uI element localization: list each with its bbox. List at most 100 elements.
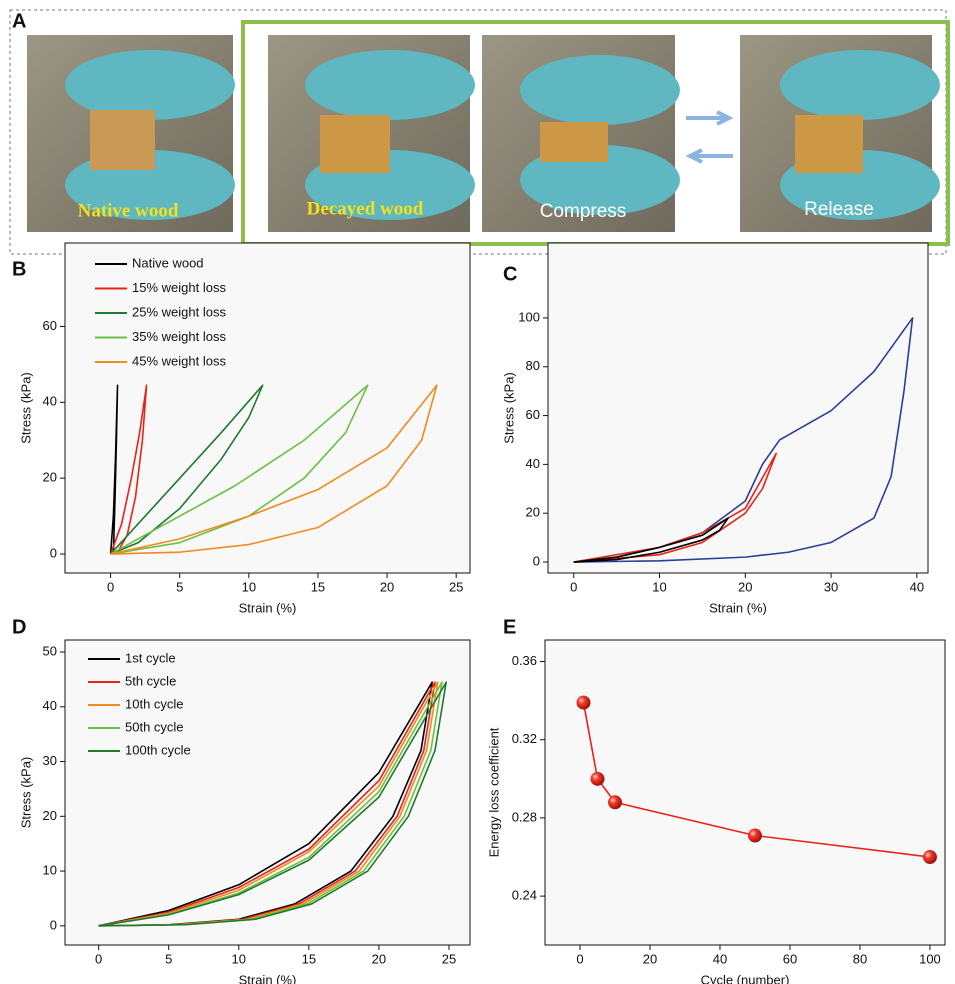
- data-point: [576, 695, 591, 710]
- y-tick-label: 40: [526, 456, 540, 471]
- x-axis-label: Strain (%): [239, 600, 297, 615]
- x-tick-label: 0: [576, 951, 583, 966]
- y-tick-label: 20: [526, 505, 540, 520]
- panel-letter: C: [503, 263, 517, 285]
- plot-area: [65, 243, 470, 573]
- y-tick-label: 30: [43, 753, 57, 768]
- plot-frame: [547, 242, 929, 574]
- caption: Compress: [540, 201, 627, 222]
- panel-letter: B: [12, 258, 26, 280]
- y-axis-label: Energy loss coefficient: [486, 727, 501, 857]
- series-line: [110, 384, 264, 555]
- chart-panel: E 0 20 40 60 80 100 0.24 0.28 0.32 0.36 Cycle (numb…: [486, 616, 946, 984]
- x-axis-label: Cycle (number): [701, 972, 790, 984]
- legend-label: Native wood: [132, 255, 204, 270]
- plot-area: [545, 640, 945, 945]
- photo: [268, 35, 475, 232]
- y-tick-label: 0: [533, 553, 540, 568]
- caption: Decayed wood: [307, 198, 424, 219]
- x-tick-label: 100: [919, 951, 941, 966]
- x-tick-label: 25: [442, 951, 456, 966]
- y-tick-label: 0: [50, 917, 57, 932]
- panel-letter: A: [12, 10, 26, 32]
- legend-label: 10th cycle: [125, 696, 184, 711]
- y-tick-label: 60: [526, 407, 540, 422]
- x-tick-label: 5: [165, 951, 172, 966]
- y-tick-label: 80: [526, 358, 540, 373]
- x-axis-label: Strain (%): [239, 972, 297, 984]
- y-tick-label: 0.32: [512, 731, 537, 746]
- data-point: [590, 771, 605, 786]
- x-tick-label: 0: [107, 579, 114, 594]
- y-tick-label: 0: [50, 545, 57, 560]
- y-axis-label: Stress (kPa): [501, 372, 516, 444]
- series-line: [573, 517, 729, 563]
- x-tick-label: 5: [176, 579, 183, 594]
- legend-label: 50th cycle: [125, 719, 184, 734]
- series-line: [110, 384, 438, 555]
- legend-label: 1st cycle: [125, 650, 176, 665]
- x-tick-label: 15: [302, 951, 316, 966]
- plot-frame: [64, 242, 471, 574]
- photo: [482, 35, 680, 232]
- data-point: [747, 828, 762, 843]
- series-line: [98, 681, 447, 927]
- photo: [740, 35, 940, 232]
- x-tick-label: 20: [643, 951, 657, 966]
- x-tick-label: 10: [242, 579, 256, 594]
- series-line: [109, 384, 148, 555]
- y-tick-label: 40: [43, 698, 57, 713]
- x-tick-label: 0: [95, 951, 102, 966]
- y-tick-label: 40: [43, 394, 57, 409]
- chart-panel: C 0 10 20 30 40 0 20 40 60 80 100 Strain (%) Stress (…: [501, 242, 929, 615]
- legend-label: 45% weight loss: [132, 353, 226, 368]
- x-tick-label: 30: [824, 579, 838, 594]
- caption: Release: [804, 199, 874, 220]
- plot-frame: [544, 639, 946, 946]
- data-point: [607, 795, 622, 810]
- legend-label: 15% weight loss: [132, 280, 226, 295]
- arrow: [685, 148, 733, 164]
- x-tick-label: 20: [380, 579, 394, 594]
- x-tick-label: 20: [372, 951, 386, 966]
- series-line: [109, 384, 119, 555]
- x-tick-label: 60: [783, 951, 797, 966]
- y-tick-label: 20: [43, 808, 57, 823]
- y-tick-label: 50: [43, 643, 57, 658]
- arrow: [686, 110, 734, 126]
- y-tick-label: 0.28: [512, 809, 537, 824]
- x-tick-label: 40: [713, 951, 727, 966]
- plot-frame: [64, 639, 471, 946]
- x-tick-label: 15: [311, 579, 325, 594]
- legend-label: 25% weight loss: [132, 304, 226, 319]
- chart-panel: B 0 5 10 15 20 25 0 20 40 60 Strain (%) Stress (kPa)…: [12, 242, 471, 615]
- data-point: [922, 850, 937, 865]
- panel-a: A Native wood Decayed woo: [9, 9, 950, 255]
- y-tick-label: 0.24: [512, 888, 537, 903]
- x-tick-label: 20: [738, 579, 752, 594]
- legend-label: 35% weight loss: [132, 329, 226, 344]
- y-tick-label: 0.36: [512, 653, 537, 668]
- x-tick-label: 0: [570, 579, 577, 594]
- x-tick-label: 10: [652, 579, 666, 594]
- y-axis-label: Stress (kPa): [18, 372, 33, 444]
- panel-letter: D: [12, 616, 26, 638]
- y-axis-label: Stress (kPa): [18, 757, 33, 829]
- x-tick-label: 80: [853, 951, 867, 966]
- chart-panel: D 0 5 10 15 20 25 0 10 20 30 40 50 Strain (%) Stress (…: [12, 616, 471, 984]
- y-tick-label: 100: [518, 309, 540, 324]
- x-axis-label: Strain (%): [709, 600, 767, 615]
- caption: Native wood: [78, 200, 179, 221]
- x-tick-label: 25: [449, 579, 463, 594]
- y-tick-label: 20: [43, 470, 57, 485]
- panel-letter: E: [503, 616, 516, 638]
- y-tick-label: 10: [43, 863, 57, 878]
- y-tick-label: 60: [43, 318, 57, 333]
- series-line: [110, 384, 369, 555]
- x-tick-label: 10: [232, 951, 246, 966]
- x-tick-label: 40: [910, 579, 924, 594]
- plot-area: [548, 243, 928, 573]
- legend-label: 5th cycle: [125, 673, 176, 688]
- series-line: [573, 452, 777, 563]
